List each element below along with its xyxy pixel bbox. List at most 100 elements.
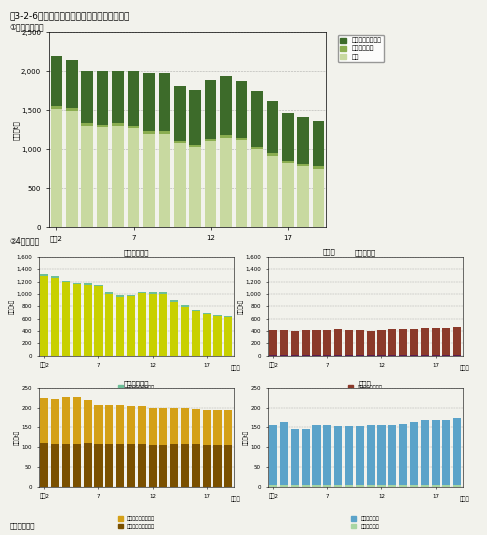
Bar <box>399 355 407 356</box>
Bar <box>205 141 216 227</box>
Bar <box>213 315 222 316</box>
Bar <box>323 485 332 487</box>
Bar <box>421 485 429 487</box>
Bar <box>138 292 146 293</box>
Bar <box>203 410 211 445</box>
Legend: バイオマス系　輸入, バイオマス系　国内: バイオマス系 輸入, バイオマス系 国内 <box>115 514 157 531</box>
Bar <box>128 128 139 227</box>
Bar <box>442 485 450 487</box>
Bar <box>159 73 170 131</box>
Bar <box>84 400 92 444</box>
Bar <box>51 105 62 109</box>
Bar <box>453 355 461 356</box>
Bar <box>159 445 168 487</box>
Text: （年）: （年） <box>323 248 336 255</box>
Y-axis label: （百万t）: （百万t） <box>15 430 20 445</box>
Bar <box>377 330 386 355</box>
Bar <box>40 444 48 487</box>
Bar <box>159 294 168 356</box>
Bar <box>356 331 364 355</box>
Bar <box>442 419 450 485</box>
Bar <box>334 426 342 485</box>
Bar <box>181 307 189 356</box>
Bar <box>170 444 178 487</box>
Bar <box>127 444 135 487</box>
Bar <box>174 86 186 141</box>
Bar <box>334 355 342 356</box>
Bar <box>127 296 135 356</box>
Bar <box>73 444 81 487</box>
Bar <box>399 424 407 485</box>
Bar <box>40 276 48 356</box>
Bar <box>269 485 277 487</box>
Title: バイオマス系: バイオマス系 <box>124 380 149 387</box>
Bar <box>269 355 277 356</box>
Bar <box>66 111 77 227</box>
Title: 非金属鉱物系: 非金属鉱物系 <box>124 249 149 256</box>
Bar <box>345 330 353 355</box>
Bar <box>105 292 113 294</box>
Bar <box>225 316 232 317</box>
Bar <box>442 327 450 355</box>
Bar <box>399 329 407 355</box>
Bar <box>291 331 299 355</box>
Bar <box>138 293 146 356</box>
Bar <box>97 71 109 125</box>
Bar <box>73 284 81 356</box>
Bar <box>192 444 200 487</box>
Bar <box>116 295 124 297</box>
Bar <box>266 153 278 156</box>
Bar <box>453 485 461 487</box>
Bar <box>149 408 157 445</box>
Bar <box>220 135 232 137</box>
Y-axis label: （百万t）: （百万t） <box>244 430 249 445</box>
Bar <box>345 485 353 487</box>
Bar <box>181 305 189 307</box>
Bar <box>51 278 59 356</box>
Bar <box>181 408 189 444</box>
Bar <box>282 161 294 163</box>
Bar <box>377 425 386 485</box>
Bar <box>269 425 277 485</box>
Bar <box>280 485 288 487</box>
Bar <box>377 485 386 487</box>
Bar <box>84 444 92 487</box>
Bar <box>94 444 103 487</box>
Bar <box>251 91 262 147</box>
Bar <box>94 285 103 286</box>
Bar <box>356 485 364 487</box>
Bar <box>313 169 324 227</box>
Bar <box>220 137 232 227</box>
Bar <box>291 485 299 487</box>
Bar <box>192 310 200 311</box>
Bar <box>280 422 288 485</box>
Bar <box>323 330 332 355</box>
Bar <box>377 355 386 356</box>
Bar <box>97 127 109 227</box>
Bar <box>421 419 429 485</box>
Legend: 非金属鉱物系　輸入, 非金属鉱物系　国内: 非金属鉱物系 輸入, 非金属鉱物系 国内 <box>115 383 157 400</box>
Bar <box>453 327 461 355</box>
Bar <box>51 276 59 278</box>
Bar <box>181 444 189 487</box>
Bar <box>159 131 170 134</box>
Bar <box>112 71 124 124</box>
Bar <box>189 90 201 144</box>
Bar <box>388 425 396 485</box>
Bar <box>170 302 178 356</box>
Bar <box>356 355 364 356</box>
Bar <box>367 485 375 487</box>
Bar <box>40 274 48 276</box>
Bar <box>149 445 157 487</box>
Bar <box>203 313 211 314</box>
Bar <box>170 301 178 302</box>
Bar <box>205 139 216 141</box>
Bar <box>159 292 168 294</box>
Bar <box>399 485 407 487</box>
Bar <box>266 156 278 227</box>
Text: ②4分類内訳: ②4分類内訳 <box>10 236 40 246</box>
Bar <box>128 126 139 128</box>
Legend: 輸入（天然資源）, 輸入（製品）, 国内: 輸入（天然資源）, 輸入（製品）, 国内 <box>338 35 384 62</box>
Bar <box>105 404 113 444</box>
Bar <box>301 355 310 356</box>
